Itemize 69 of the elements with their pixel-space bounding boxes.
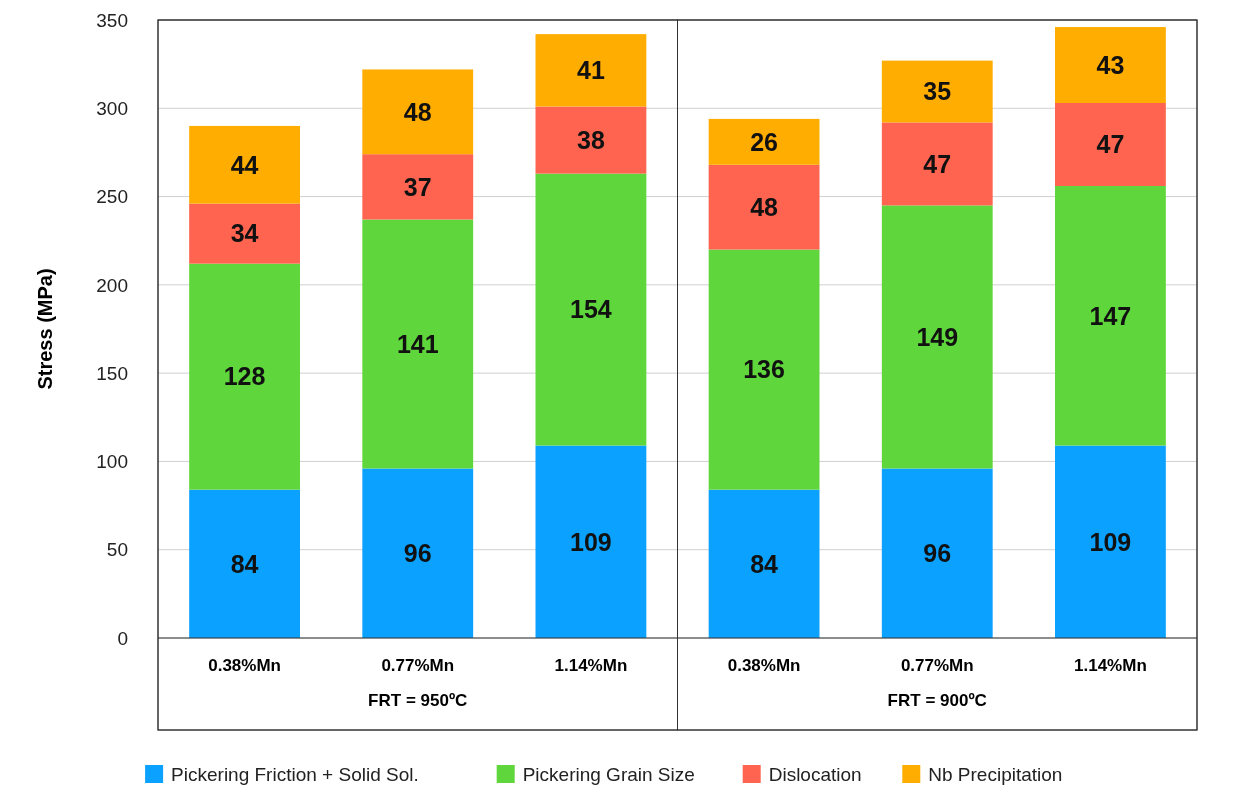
x-tick-label: 0.77%Mn: [381, 655, 455, 675]
data-label: 37: [403, 172, 432, 201]
y-tick-label: 200: [96, 274, 128, 296]
bar: [535, 106, 647, 174]
data-label: 47: [923, 149, 952, 178]
bar: [362, 468, 474, 638]
data-label: 96: [923, 539, 952, 567]
y-tick-label: 250: [96, 186, 128, 208]
bar: [708, 489, 820, 638]
legend-label: Pickering Friction + Solid Sol.: [171, 763, 419, 785]
bar: [1055, 27, 1166, 103]
x-tick-label: 0.38%Mn: [208, 655, 281, 675]
x-tick-label: 1.14%Mn: [1074, 655, 1147, 675]
x-tick-label: 0.77%Mn: [900, 655, 974, 675]
y-axis-title: Stress (MPa): [34, 268, 56, 390]
bar: [189, 203, 300, 264]
data-label: 109: [1089, 527, 1132, 556]
data-label: 84: [230, 549, 259, 578]
text: FRT = 900ºC: [887, 690, 987, 710]
data-label: 154: [570, 295, 612, 324]
data-label: 128: [223, 362, 266, 391]
bar: [881, 205, 993, 469]
y-tick-label: 0: [117, 627, 128, 649]
bar: [881, 122, 993, 206]
x-tick-label: 1.14%Mn: [554, 655, 628, 675]
bar: [1055, 102, 1166, 186]
data-label: 34: [230, 219, 259, 248]
bar: [362, 219, 474, 469]
bar: [708, 118, 820, 165]
bar: [535, 445, 647, 638]
data-label: 48: [403, 97, 432, 126]
legend-label: Nb Precipitation: [928, 763, 1063, 785]
y-tick-label: 100: [96, 451, 128, 473]
data-label: 84: [750, 549, 779, 578]
data-label: 38: [577, 125, 605, 154]
y-tick-label: 50: [106, 539, 128, 561]
bar: [535, 34, 647, 107]
bar: [1055, 445, 1166, 638]
bar: [1055, 185, 1166, 446]
data-label: 44: [230, 150, 259, 179]
data-label: 149: [916, 322, 959, 351]
y-tick-label: 350: [96, 9, 128, 31]
bar: [708, 249, 820, 490]
bar: [189, 489, 300, 638]
bar: [708, 164, 820, 250]
text: FRT = 950ºC: [368, 690, 468, 710]
data-label: 136: [743, 355, 785, 384]
bar: [362, 69, 474, 155]
bar: [189, 263, 300, 490]
legend-label: Dislocation: [768, 763, 862, 785]
data-label: 48: [750, 192, 779, 221]
data-label: 26: [750, 127, 778, 156]
data-label: 109: [570, 527, 612, 556]
data-label: 43: [1096, 50, 1125, 79]
bar: [535, 173, 647, 446]
bar: [881, 60, 993, 123]
y-tick-label: 300: [96, 97, 128, 119]
y-tick-label: 150: [96, 362, 128, 384]
data-label: 141: [396, 329, 439, 358]
data-label: 35: [923, 77, 952, 106]
data-label: 96: [403, 539, 432, 567]
bar: [362, 154, 474, 220]
bar: [189, 125, 300, 204]
data-label: 147: [1089, 301, 1132, 330]
legend-label: Pickering Grain Size: [522, 763, 695, 785]
data-label: 47: [1096, 130, 1125, 159]
x-tick-label: 0.38%Mn: [727, 655, 801, 675]
bar: [881, 468, 993, 638]
data-label: 41: [577, 56, 605, 85]
